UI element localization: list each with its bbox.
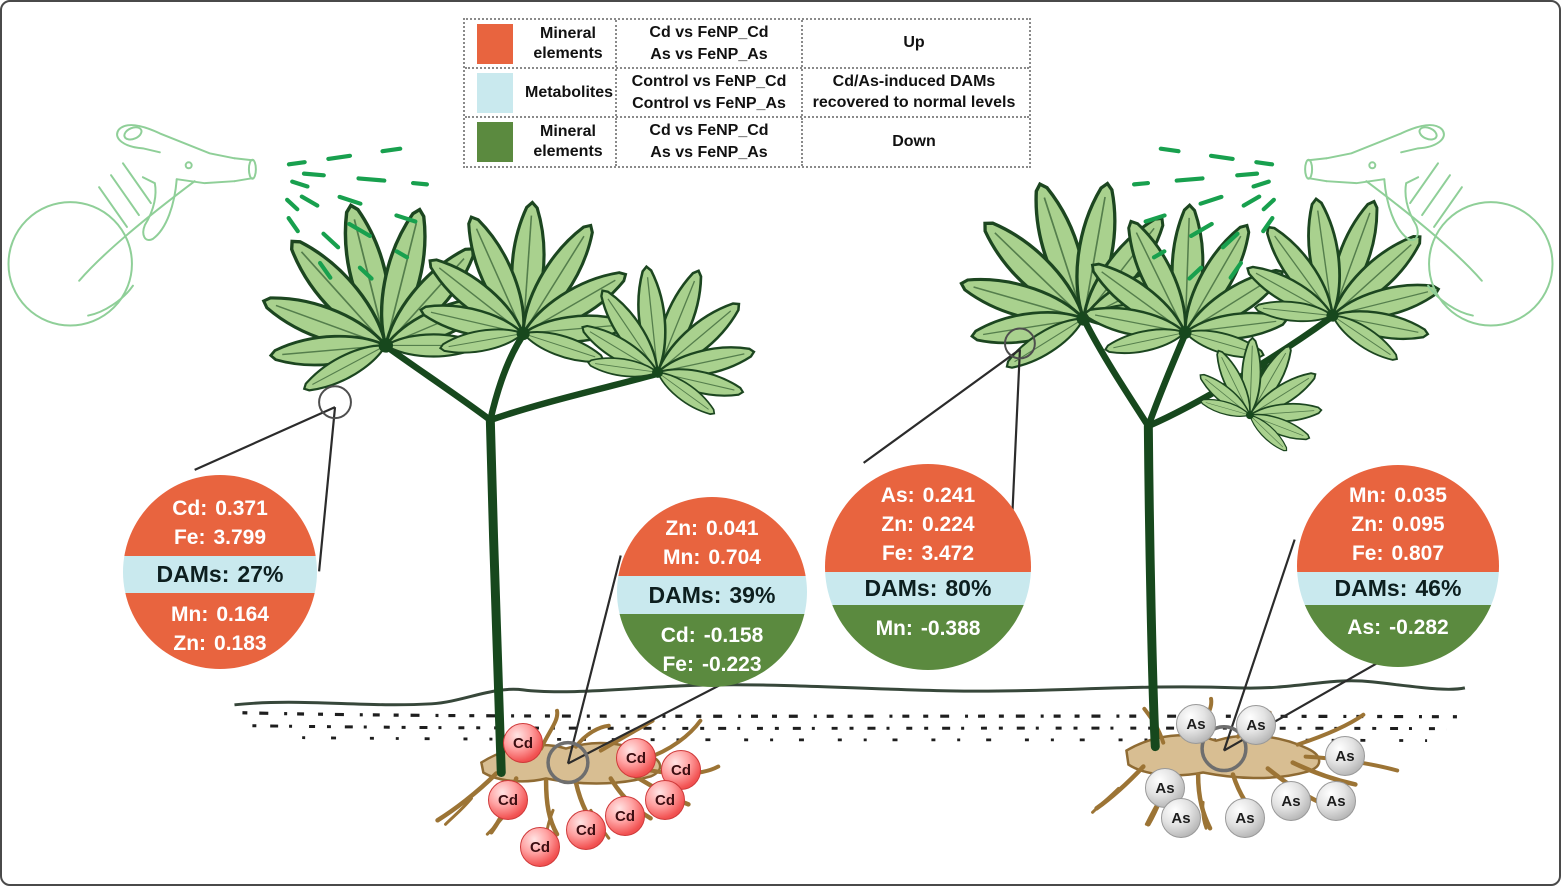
cd-particle: Cd [488, 780, 528, 820]
element-label: Zn: [1351, 513, 1385, 536]
as-particle: As [1271, 781, 1311, 821]
legend-meaning: Up [903, 34, 925, 52]
sample-circles [318, 327, 1248, 785]
cd-plant [238, 177, 781, 777]
element-value: 0.371 [215, 497, 268, 520]
cd-particle: Cd [520, 827, 560, 867]
legend-meaning: Down [892, 132, 936, 150]
dams-band: DAMs: 46% [1297, 572, 1499, 605]
element-value: 0.704 [708, 546, 761, 569]
legend-comparison: Cd vs FeNP_Cd [649, 122, 769, 140]
element-label: Mn: [875, 617, 913, 640]
element-label: Fe: [881, 542, 914, 565]
as-particle: As [1236, 705, 1276, 745]
legend-swatch-blue [477, 72, 513, 113]
leaf-sample-circle-left [318, 385, 352, 420]
legend-comparison: Control vs FeNP_Cd [631, 73, 787, 91]
element-label: Zn: [173, 632, 207, 655]
element-label: Zn: [881, 513, 915, 536]
element-label: As: [1347, 616, 1382, 639]
as-particle: As [1225, 798, 1265, 838]
element-value: 3.799 [213, 526, 267, 549]
dams-band: DAMs: 27% [123, 556, 317, 593]
cd-particle: Cd [616, 738, 656, 778]
element-value: -0.282 [1389, 616, 1449, 639]
element-value: 0.035 [1394, 484, 1447, 507]
element-value: 0.807 [1391, 542, 1445, 565]
legend-row-mineral-up: Mineral elements Cd vs FeNP_Cd As vs FeN… [465, 20, 1029, 68]
dams-band: DAMs: 80% [825, 572, 1031, 605]
legend-row-metabolites: Metabolites Control vs FeNP_Cd Control v… [465, 67, 1029, 117]
cd-particle: Cd [605, 796, 645, 836]
data-badge-cd-root: Zn: 0.041 Mn: 0.704 DAMs: 39% Cd: -0.158 Fe:… [617, 497, 807, 687]
data-badge-as-leaf: As: 0.241 Zn: 0.224 Fe: 3.472 DAMs: 80% Mn: -… [825, 464, 1031, 670]
element-value: 0.183 [214, 632, 267, 655]
element-label: Cd: [172, 497, 208, 520]
root-sample-circle-left [546, 740, 590, 785]
element-label: Mn: [1349, 484, 1387, 507]
legend-comparison: Control vs FeNP_As [632, 94, 786, 112]
soil-line [234, 679, 1466, 743]
element-value: 0.095 [1392, 513, 1445, 536]
element-value: -0.158 [703, 624, 764, 647]
legend-swatch-orange [477, 23, 513, 64]
element-value: 0.164 [216, 603, 269, 626]
as-particle: As [1161, 798, 1201, 838]
element-label: Fe: [662, 653, 694, 676]
as-particle: As [1325, 736, 1365, 776]
dams-band: DAMs: 39% [617, 576, 807, 614]
element-label: Mn: [663, 546, 701, 569]
legend-row-mineral-down: Mineral elements Cd vs FeNP_Cd As vs FeN… [465, 116, 1029, 166]
legend-comparison: Cd vs FeNP_Cd [649, 24, 769, 41]
data-badge-as-root: Mn: 0.035 Zn: 0.095 Fe: 0.807 DAMs: 46% As: -… [1297, 465, 1499, 667]
legend-swatch-green [477, 121, 513, 162]
as-plant [932, 149, 1467, 752]
element-label: Cd: [660, 624, 696, 647]
legend-category: Mineral elements [533, 24, 603, 62]
element-value: -0.223 [701, 653, 762, 676]
legend-table: Mineral elements Cd vs FeNP_Cd As vs FeN… [463, 18, 1031, 168]
legend-comparison: As vs FeNP_As [650, 45, 768, 63]
element-label: Zn: [665, 517, 699, 540]
element-value: 0.241 [922, 484, 976, 507]
cd-particle: Cd [566, 810, 606, 850]
element-label: Fe: [1351, 542, 1384, 565]
legend-comparison: As vs FeNP_As [650, 143, 768, 161]
as-particle: As [1316, 781, 1356, 821]
element-value: -0.388 [920, 617, 981, 640]
cd-particle: Cd [645, 780, 685, 820]
legend-meaning: Cd/As-induced DAMs recovered to normal l… [812, 72, 1016, 111]
as-particle: As [1176, 704, 1216, 744]
leaf-sample-circle-right [1003, 327, 1036, 360]
root-sample-circle-right [1200, 724, 1248, 773]
element-value: 0.224 [922, 513, 975, 536]
legend-category: Metabolites [525, 83, 614, 101]
cd-particle: Cd [503, 723, 543, 763]
data-badge-cd-leaf: Cd: 0.371 Fe: 3.799 DAMs: 27% Mn: 0.164 Zn: 0… [123, 475, 317, 669]
element-label: Mn: [171, 603, 209, 626]
element-value: 0.041 [706, 517, 759, 540]
element-label: As: [880, 484, 915, 507]
element-label: Fe: [173, 526, 206, 549]
legend-category: Mineral elements [533, 122, 603, 160]
element-value: 3.472 [921, 542, 975, 565]
